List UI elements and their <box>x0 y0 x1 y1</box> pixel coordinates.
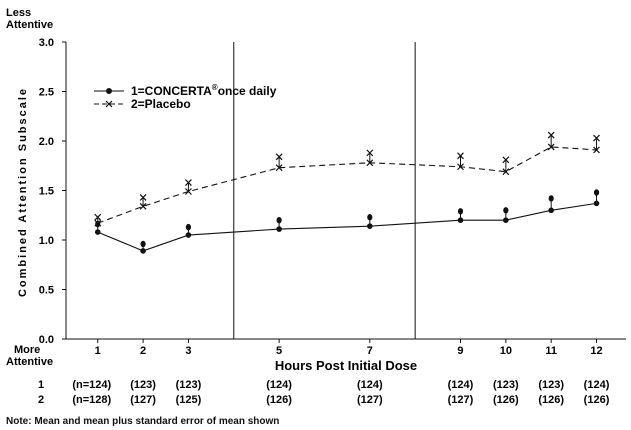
n-row-value: (124) <box>357 379 383 391</box>
n-row-value: (123) <box>493 379 519 391</box>
se-point <box>457 208 464 215</box>
se-point <box>366 149 374 157</box>
se-point <box>547 131 555 139</box>
n-row-value: (123) <box>538 379 564 391</box>
se-point <box>94 213 102 221</box>
n-row-value: (124) <box>584 379 610 391</box>
x-tick-label: 9 <box>457 345 463 357</box>
legend-marker-1 <box>106 88 112 94</box>
x-axis-title: Hours Post Initial Dose <box>275 358 417 373</box>
n-row-value: (126) <box>493 394 519 406</box>
series-layer <box>94 131 600 254</box>
se-point <box>593 134 600 142</box>
n-row-label: 1 <box>38 379 44 391</box>
y-tick-label: 1.5 <box>39 186 54 198</box>
mean-point <box>548 207 554 214</box>
n-row-value: (127) <box>357 394 383 406</box>
n-row-value: (n=128) <box>72 394 111 406</box>
mean-point <box>502 168 510 176</box>
y-axis-title: Combined Attention Subscale <box>17 87 29 297</box>
mean-point <box>593 146 600 154</box>
mean-point <box>139 202 147 210</box>
se-point <box>502 156 510 164</box>
legend-label-1: 1=CONCERTA®once daily <box>131 83 277 98</box>
session-dividers <box>65 42 416 339</box>
series-2 <box>94 131 600 227</box>
y-top-label-line2: Attentive <box>6 19 53 31</box>
x-tick-label: 3 <box>185 345 191 357</box>
se-point <box>503 207 509 214</box>
mean-point <box>593 200 600 207</box>
se-point <box>185 179 192 187</box>
y-tick-label: 0.5 <box>39 285 54 297</box>
mean-point <box>457 163 464 171</box>
mean-point <box>547 143 555 151</box>
n-row-value: (126) <box>538 394 564 406</box>
x-tick-label: 11 <box>545 345 557 357</box>
n-row-label: 2 <box>38 394 44 406</box>
n-row-value: (127) <box>130 394 156 406</box>
mean-point <box>94 219 102 227</box>
x-tick-label: 5 <box>276 345 282 357</box>
mean-point <box>185 188 192 195</box>
se-point <box>367 214 373 221</box>
series-line <box>97 202 597 252</box>
mean-point <box>457 217 464 223</box>
series-1 <box>94 189 600 254</box>
legend-label-2: 2=Placebo <box>131 97 191 111</box>
x-tick-label: 2 <box>140 345 146 357</box>
n-row-value: (127) <box>448 394 474 406</box>
se-point <box>185 223 192 231</box>
mean-point <box>94 229 101 235</box>
mean-point <box>367 223 373 229</box>
series-line <box>97 146 597 224</box>
x-tick-label: 1 <box>95 345 101 357</box>
n-row-value: (124) <box>266 379 292 391</box>
y-tick-label: 1.0 <box>39 235 54 247</box>
mean-point <box>503 217 509 223</box>
y-bottom-label-line2: Attentive <box>6 356 53 368</box>
se-point <box>139 194 147 201</box>
n-row-value: (126) <box>584 394 610 406</box>
legend-marker-2 <box>105 100 113 108</box>
y-tick-label: 0.0 <box>39 334 54 346</box>
axes: 0.00.51.01.52.02.53.01 2 3 5 7 9 10 11 12 <box>39 37 626 357</box>
mean-point <box>366 159 374 167</box>
se-point <box>548 195 554 202</box>
y-tick-label: 2.5 <box>39 87 54 99</box>
se-point <box>140 240 146 248</box>
se-point <box>275 153 283 161</box>
y-bottom-label-line1: More <box>14 344 40 356</box>
n-row-value: (125) <box>176 394 202 406</box>
mean-point <box>140 248 146 254</box>
se-point <box>593 189 600 196</box>
mean-point <box>275 164 283 172</box>
n-row-value: (n=124) <box>72 379 111 391</box>
se-point <box>276 217 282 224</box>
se-point <box>457 152 464 160</box>
footnote: Note: Mean and mean plus standard error … <box>6 416 280 427</box>
n-row-value: (124) <box>448 379 474 391</box>
n-row-value: (126) <box>266 394 292 406</box>
n-row-value: (123) <box>176 379 202 391</box>
sample-size-rows: 1 (n=124) (123) (123) (124) (124) (124) (123) (1… <box>38 379 610 406</box>
mean-point <box>185 232 192 238</box>
y-top-label-line1: Less <box>6 7 31 19</box>
x-tick-label: 10 <box>500 345 512 357</box>
n-row-value: (123) <box>130 379 156 391</box>
y-tick-label: 3.0 <box>39 37 54 49</box>
x-tick-label: 12 <box>590 345 602 357</box>
mean-point <box>276 226 282 232</box>
x-tick-label: 7 <box>367 345 373 357</box>
y-tick-label: 2.0 <box>39 136 54 148</box>
